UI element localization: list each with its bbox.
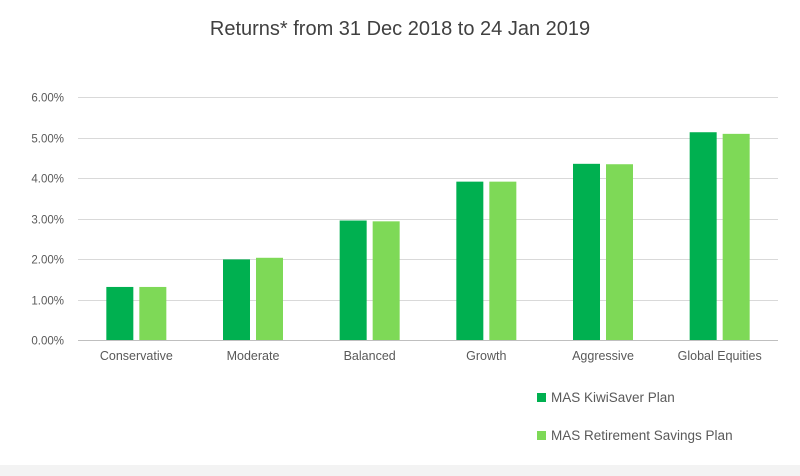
y-tick-label: 6.00% (31, 93, 64, 105)
x-tick-label: Global Equities (678, 349, 762, 363)
bar-retirement-savings (489, 181, 517, 340)
bar-retirement-savings (722, 133, 750, 340)
y-tick-label: 3.00% (31, 215, 64, 227)
bar-kiwisaver (106, 286, 134, 340)
bar-kiwisaver (223, 259, 250, 340)
x-tick-label: Growth (466, 349, 506, 363)
bar-kiwisaver (689, 132, 717, 340)
x-tick-label: Balanced (344, 349, 396, 363)
bar-retirement-savings (372, 221, 400, 340)
bar-retirement-savings (256, 257, 283, 340)
y-tick-label: 0.00% (31, 336, 64, 348)
y-tick-label: 5.00% (31, 134, 64, 146)
bar-retirement-savings (139, 286, 167, 340)
x-tick-label: Conservative (100, 349, 173, 363)
footer-strip (0, 465, 800, 476)
legend-swatch (537, 393, 546, 402)
y-tick-label: 2.00% (31, 255, 64, 267)
bar-kiwisaver (456, 181, 484, 340)
x-tick-label: Moderate (227, 349, 280, 363)
legend-swatch (537, 431, 546, 440)
y-tick-label: 4.00% (31, 174, 64, 186)
bar-kiwisaver (339, 220, 367, 340)
legend-label: MAS Retirement Savings Plan (551, 428, 733, 443)
bar-kiwisaver (573, 163, 600, 340)
x-tick-label: Aggressive (572, 349, 634, 363)
legend-label: MAS KiwiSaver Plan (551, 390, 675, 405)
y-tick-label: 1.00% (31, 296, 64, 308)
chart-title: Returns* from 31 Dec 2018 to 24 Jan 2019 (209, 18, 591, 40)
bar-retirement-savings (606, 164, 633, 340)
